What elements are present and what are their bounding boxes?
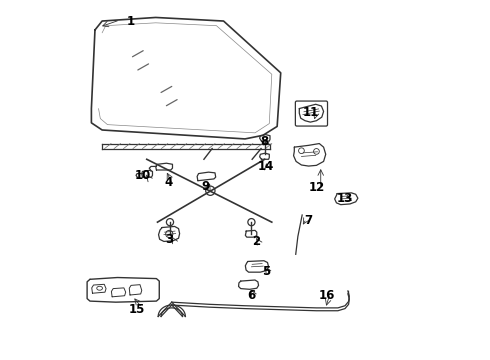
Text: 5: 5: [262, 265, 270, 278]
Text: 4: 4: [164, 176, 172, 189]
Text: 12: 12: [308, 181, 324, 194]
Text: 15: 15: [129, 303, 146, 316]
Text: 8: 8: [261, 135, 269, 148]
Text: 2: 2: [252, 235, 260, 248]
Text: 1: 1: [126, 14, 135, 27]
Text: 16: 16: [318, 288, 335, 302]
Text: 10: 10: [135, 169, 151, 182]
Text: 13: 13: [337, 192, 353, 205]
Text: 9: 9: [201, 180, 210, 193]
Text: 3: 3: [165, 233, 173, 246]
Text: 11: 11: [303, 105, 319, 119]
Text: 6: 6: [247, 288, 256, 302]
Text: 14: 14: [258, 160, 274, 173]
Text: 7: 7: [304, 213, 313, 226]
